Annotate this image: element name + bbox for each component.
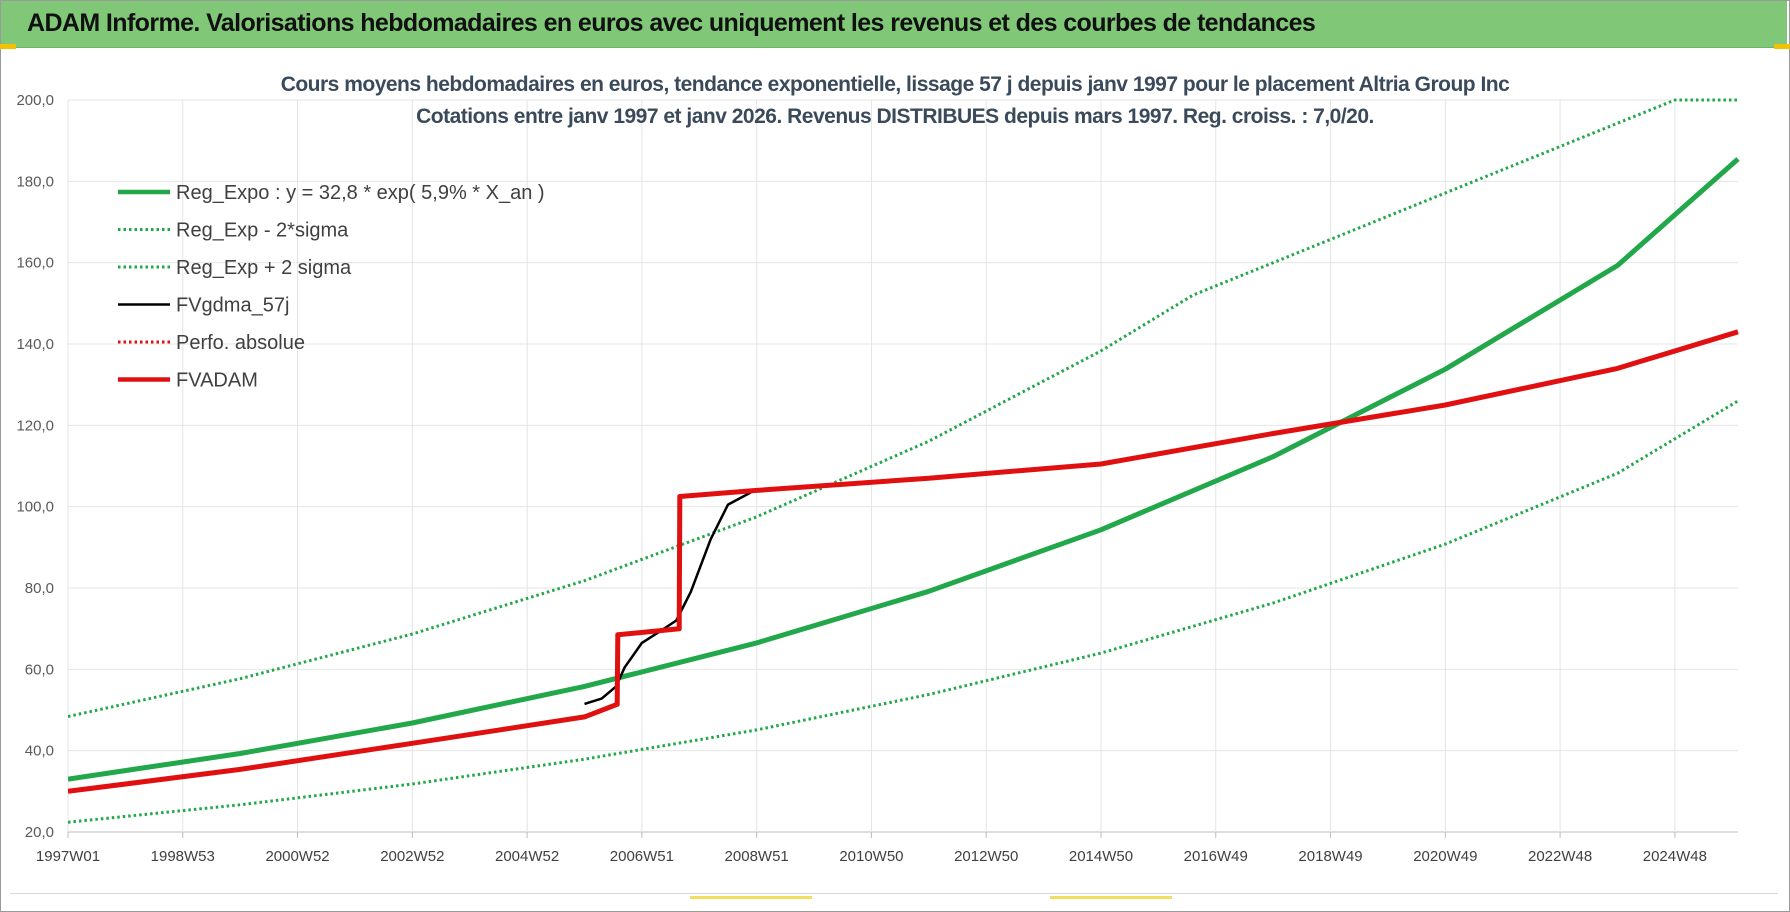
- report-header: ADAM Informe. Valorisations hebdomadaire…: [1, 1, 1787, 48]
- y-tick-label: 40,0: [25, 743, 54, 760]
- y-tick-label: 60,0: [25, 661, 54, 678]
- x-tick-label: 2012W50: [954, 848, 1018, 865]
- x-tick-label: 2014W50: [1069, 848, 1133, 865]
- legend-label: Reg_Exp + 2 sigma: [176, 257, 352, 279]
- chart-title: Cours moyens hebdomadaires en euros, ten…: [280, 73, 1510, 96]
- y-tick-label: 200,0: [16, 92, 54, 109]
- x-tick-label: 2010W50: [839, 848, 903, 865]
- chart-bottom-border: [10, 893, 1778, 894]
- x-tick-label: 2002W52: [380, 848, 444, 865]
- legend-label: FVADAM: [176, 370, 258, 392]
- x-tick-label: 1998W53: [151, 848, 215, 865]
- x-tick-label: 2000W52: [265, 848, 329, 865]
- x-tick-label: 2020W49: [1413, 848, 1477, 865]
- y-tick-label: 80,0: [25, 580, 54, 597]
- y-tick-label: 120,0: [16, 417, 54, 434]
- series-line-2: [68, 399, 1739, 824]
- bottom-marker: [1050, 896, 1172, 899]
- y-tick-label: 180,0: [16, 173, 54, 190]
- chart-subtitle: Cotations entre janv 1997 et janv 2026. …: [416, 105, 1374, 128]
- corner-marker-left: [0, 44, 16, 49]
- x-tick-label: 2006W51: [610, 848, 674, 865]
- y-tick-label: 140,0: [16, 336, 54, 353]
- x-tick-label: 2018W49: [1298, 848, 1362, 865]
- x-tick-label: 2004W52: [495, 848, 559, 865]
- legend-label: FVgdma_57j: [176, 295, 289, 317]
- series-line-6: [68, 329, 1739, 794]
- x-tick-label: 1997W01: [36, 848, 100, 865]
- legend-label: Reg_Exp - 2*sigma: [176, 220, 349, 242]
- series-line-3: [68, 98, 1738, 718]
- legend-label: Reg_Expo : y = 32,8 * exp( 5,9% * X_an ): [176, 182, 545, 204]
- corner-marker-right: [1774, 44, 1790, 49]
- x-tick-label: 2024W48: [1643, 848, 1707, 865]
- x-tick-label: 2008W51: [725, 848, 789, 865]
- x-tick-label: 2022W48: [1528, 848, 1592, 865]
- series-line-1: [68, 157, 1740, 782]
- series-line-4: [584, 491, 752, 706]
- y-tick-label: 160,0: [16, 255, 54, 272]
- y-tick-label: 20,0: [25, 824, 54, 841]
- legend-label: Perfo. absolue: [176, 332, 305, 354]
- x-tick-label: 2016W49: [1184, 848, 1248, 865]
- bottom-marker: [690, 896, 812, 899]
- report-title: ADAM Informe. Valorisations hebdomadaire…: [27, 9, 1316, 37]
- y-tick-label: 100,0: [16, 499, 54, 516]
